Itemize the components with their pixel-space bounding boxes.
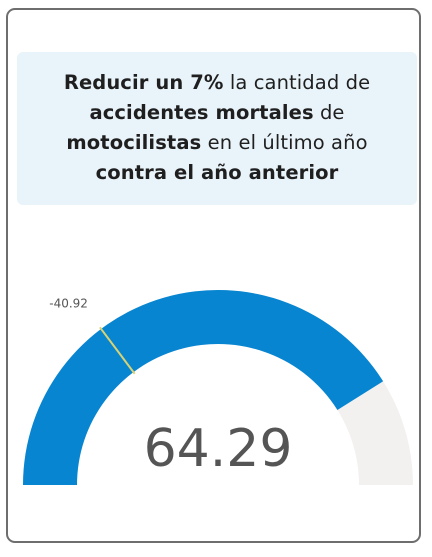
goal-line-4-bold: contra el año anterior: [95, 161, 339, 184]
goal-line-2-text: de: [313, 101, 345, 124]
goal-line-2: accidentes mortales de: [17, 98, 417, 128]
goal-line-3-bold: motocilistas: [66, 131, 202, 154]
goal-line-4: contra el año anterior: [17, 158, 417, 188]
gauge-value: 64.29: [144, 419, 293, 479]
goal-line-2-bold: accidentes mortales: [89, 101, 314, 124]
gauge-target-marker: [99, 326, 136, 375]
goal-line-3-text: en el último año: [201, 131, 368, 154]
goal-line-1-bold: Reducir un 7%: [63, 71, 224, 94]
goal-description: Reducir un 7% la cantidad de accidentes …: [17, 52, 417, 205]
goal-line-1: Reducir un 7% la cantidad de: [17, 68, 417, 98]
goal-line-1-text: la cantidad de: [223, 71, 371, 94]
goal-line-3: motocilistas en el último año: [17, 128, 417, 158]
gauge-target-label: -40.92: [49, 296, 88, 310]
gauge-value-arc: [23, 290, 384, 485]
